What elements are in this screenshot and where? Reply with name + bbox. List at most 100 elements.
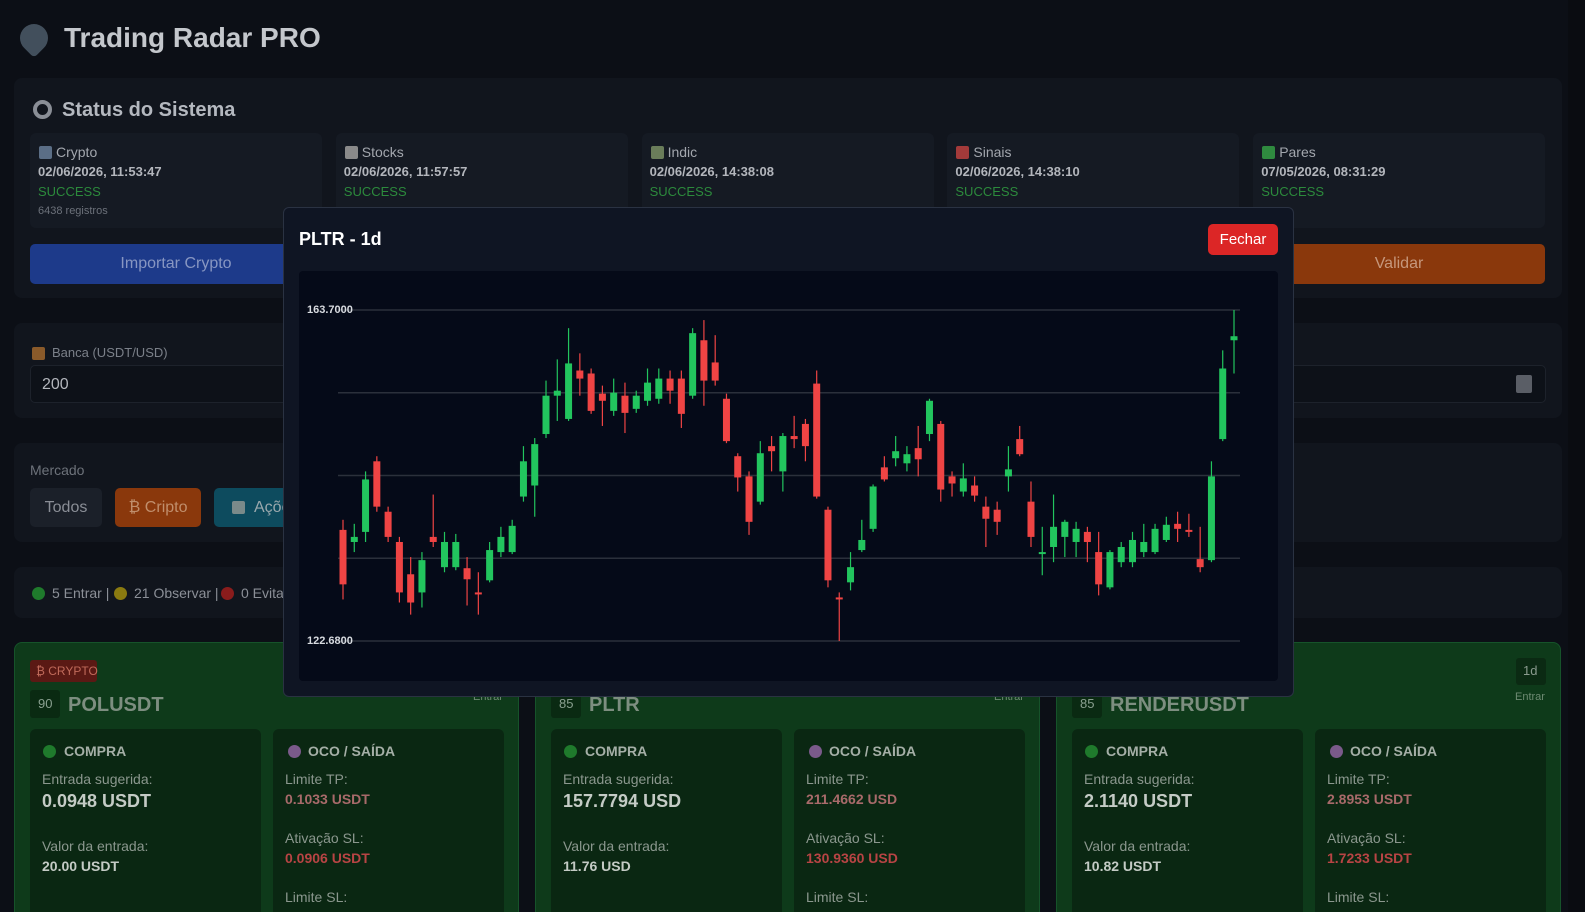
- buy-title: COMPRA: [64, 742, 127, 759]
- candle-body: [418, 560, 426, 593]
- candle-body: [519, 461, 527, 497]
- candle-body: [407, 574, 415, 603]
- card-status: SUCCESS: [38, 184, 101, 200]
- candle-body: [576, 370, 584, 379]
- candle-body: [1050, 526, 1058, 547]
- candle-body: [1230, 336, 1238, 341]
- icon: [956, 146, 970, 159]
- candle-body: [711, 362, 719, 381]
- entry-value: 10.82 USDT: [1084, 857, 1162, 874]
- candle-body: [621, 395, 629, 413]
- symbol: RENDERUSDT: [1110, 694, 1249, 716]
- buy-box: [1072, 729, 1303, 912]
- candle-body: [1151, 528, 1159, 553]
- exit-box: [1315, 729, 1546, 912]
- icon: [809, 745, 822, 758]
- status-card: [1253, 133, 1546, 228]
- candle-body: [689, 333, 697, 396]
- card-time: 07/05/2026, 08:31:29: [1261, 164, 1386, 180]
- candle-body: [587, 373, 595, 411]
- candle-body: [474, 592, 482, 595]
- tp-price: 0.1033 USDT: [285, 790, 370, 807]
- candle-body: [1095, 552, 1103, 585]
- candle-body: [339, 529, 347, 585]
- candle-body: [914, 448, 922, 460]
- candle-body: [982, 506, 990, 519]
- candle-body: [610, 392, 618, 411]
- icon: [114, 587, 127, 600]
- icon: [1262, 146, 1276, 159]
- candle-body: [722, 398, 730, 442]
- candle-body: [971, 485, 979, 496]
- entry-price: 0.0948 USDT: [42, 791, 152, 812]
- candle-body: [813, 383, 821, 497]
- sl-price: 130.9360 USD: [806, 849, 898, 866]
- buy-box: [30, 729, 261, 912]
- icon: [39, 146, 52, 159]
- logo-icon: [14, 18, 54, 58]
- candle-body: [350, 536, 358, 542]
- summary-observe: 21 Observar |: [134, 584, 219, 601]
- validate-button[interactable]: Validar: [1253, 244, 1545, 284]
- candle-body: [395, 541, 403, 593]
- close-button[interactable]: Fechar: [1208, 224, 1278, 255]
- label: Valor da entrada:: [1084, 837, 1191, 854]
- timeframe-bg: [1516, 658, 1546, 685]
- status-title: Status do Sistema: [62, 99, 236, 121]
- candle-body: [1162, 524, 1170, 540]
- market-badge: ₿ CRYPTO: [36, 663, 98, 678]
- exit-box: [273, 729, 504, 912]
- icon: [1085, 745, 1098, 758]
- card-name: Stocks: [361, 143, 404, 160]
- timeframe: 1d: [1523, 663, 1538, 679]
- card-status: SUCCESS: [649, 184, 713, 200]
- market-label: Mercado: [30, 461, 85, 478]
- icon: [221, 587, 234, 600]
- candle-body: [1106, 552, 1114, 588]
- candle-body: [1185, 529, 1193, 532]
- card-records: 6438 registros: [38, 205, 108, 218]
- filter-button[interactable]: ₿ Cripto: [115, 488, 201, 527]
- bank-value: 200: [42, 376, 69, 394]
- symbol: POLUSDT: [68, 694, 164, 716]
- gear-icon: [33, 100, 52, 119]
- candle-body: [1174, 523, 1182, 529]
- candle-body: [486, 550, 494, 581]
- exit-title: OCO / SAÍDA: [829, 742, 917, 759]
- icon: [32, 347, 45, 360]
- candle-body: [384, 511, 392, 537]
- exit-box: [794, 729, 1025, 912]
- filter-button[interactable]: Todos: [30, 488, 102, 527]
- candle-body: [790, 436, 798, 440]
- buy-box: [551, 729, 782, 912]
- label: Limite TP:: [285, 770, 348, 787]
- badge-bg: [30, 660, 97, 682]
- icon: [288, 745, 301, 758]
- label: Valor da entrada:: [563, 837, 670, 854]
- label: Ativação SL:: [806, 829, 885, 846]
- symbol: PLTR: [589, 694, 640, 716]
- card-name: Crypto: [56, 143, 98, 160]
- card-time: 02/06/2026, 11:53:47: [38, 164, 162, 180]
- icon: [43, 745, 56, 758]
- candle-body: [429, 536, 437, 542]
- candle-body: [565, 363, 573, 419]
- modal-title: PLTR - 1d: [299, 229, 382, 250]
- tp-price: 211.4662 USD: [806, 790, 898, 807]
- y-tick-label: 122.6800: [307, 635, 353, 647]
- scrollbar: [1568, 0, 1585, 912]
- candle-body: [937, 423, 945, 490]
- candlestick-chart: 122.6800 163.7000: [307, 304, 1240, 647]
- import-button[interactable]: Importar Crypto: [30, 244, 322, 284]
- card-status: SUCCESS: [955, 184, 1019, 200]
- candle-body: [880, 467, 888, 480]
- candle-body: [756, 453, 764, 502]
- label: Entrada sugerida:: [42, 770, 153, 787]
- candle-body: [542, 395, 550, 435]
- candle-body: [452, 541, 460, 568]
- label: Limite SL:: [806, 888, 869, 905]
- sl-price: 1.7233 USDT: [1327, 849, 1412, 866]
- summary-avoid: 0 Evitar: [241, 584, 289, 601]
- label: Limite TP:: [1327, 770, 1390, 787]
- candle-body: [835, 597, 843, 600]
